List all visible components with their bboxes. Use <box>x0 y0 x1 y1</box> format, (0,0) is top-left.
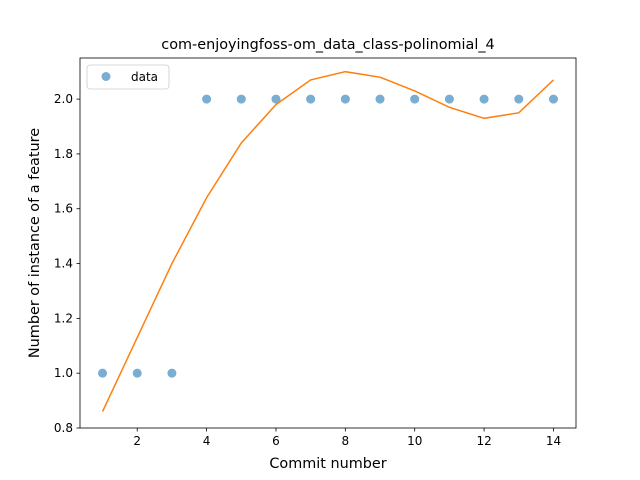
x-tick-label: 12 <box>476 434 491 448</box>
data-point <box>132 368 142 378</box>
x-tick-label: 14 <box>546 434 561 448</box>
x-axis: 2 4 6 8 10 12 14 <box>133 428 561 448</box>
y-axis-label: Number of instance of a feature <box>27 128 43 358</box>
y-tick-label: 1.4 <box>54 257 73 271</box>
y-tick-label: 2.0 <box>54 92 73 106</box>
x-tick-label: 8 <box>342 434 350 448</box>
axes-frame <box>79 57 577 429</box>
y-tick-label: 0.8 <box>54 421 73 435</box>
y-tick-label: 1.0 <box>54 366 73 380</box>
fit-line <box>101 70 554 412</box>
y-axis: 0.8 1.0 1.2 1.4 1.6 1.8 2.0 <box>54 92 80 435</box>
chart-title: com-enjoyingfoss-om_data_class-polinomia… <box>161 37 494 53</box>
legend-marker-data <box>101 72 111 81</box>
data-point <box>340 94 350 104</box>
x-tick-label: 2 <box>133 434 141 448</box>
data-point <box>479 94 489 104</box>
data-point <box>444 94 454 104</box>
legend-box <box>86 64 170 90</box>
legend-label-data: data <box>131 70 158 84</box>
data-point <box>548 94 558 104</box>
data-point <box>271 94 281 104</box>
x-tick-label: 10 <box>407 434 422 448</box>
data-point <box>167 368 177 378</box>
data-point <box>410 94 420 104</box>
data-point <box>98 368 108 378</box>
x-axis-label: Commit number <box>269 456 386 472</box>
data-point <box>375 94 385 104</box>
legend: data <box>86 64 170 90</box>
y-tick-label: 1.2 <box>54 311 73 325</box>
plot-area <box>98 70 558 412</box>
x-tick-label: 4 <box>203 434 211 448</box>
data-point <box>306 94 316 104</box>
data-point <box>514 94 524 104</box>
data-point <box>236 94 246 104</box>
data-point <box>202 94 212 104</box>
y-tick-label: 1.8 <box>54 147 73 161</box>
x-tick-label: 6 <box>272 434 280 448</box>
y-tick-label: 1.6 <box>54 202 73 216</box>
